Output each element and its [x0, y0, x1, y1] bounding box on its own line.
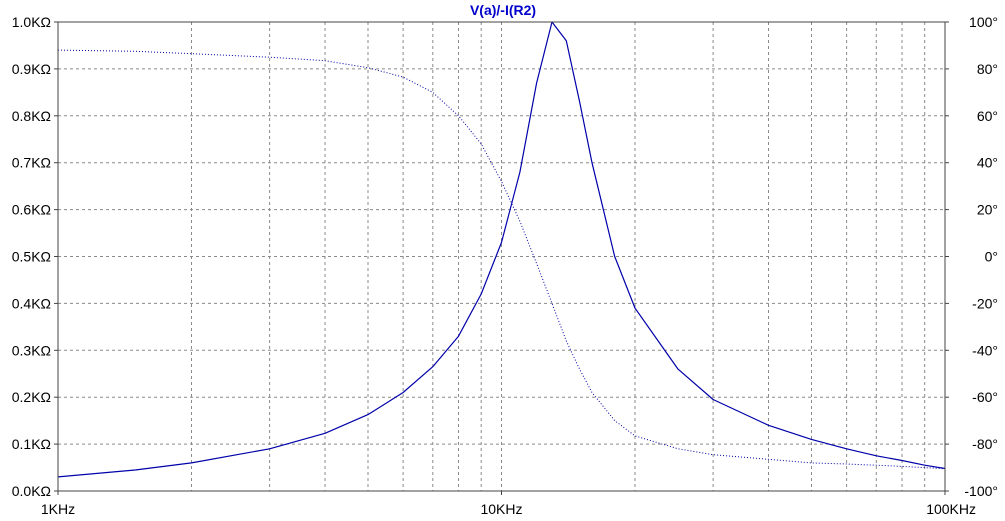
right-tick-label: 60° — [977, 108, 998, 124]
right-tick-label: 0° — [985, 249, 998, 265]
x-tick-label: 1KHz — [41, 501, 75, 517]
left-axis-ticks: 0.0KΩ 0.1KΩ 0.2KΩ 0.3KΩ 0.4KΩ 0.5KΩ 0.6KΩ 0.7KΩ… — [12, 14, 58, 499]
left-tick-label: 0.3KΩ — [12, 342, 51, 358]
left-tick-label: 0.8KΩ — [12, 108, 51, 124]
x-tick-label: 10KHz — [480, 501, 522, 517]
series-layer — [57, 21, 946, 478]
left-tick-label: 1.0KΩ — [12, 14, 51, 30]
x-tick-label: 100KHz — [926, 501, 976, 517]
right-tick-label: 80° — [977, 61, 998, 77]
left-tick-label: 0.1KΩ — [12, 436, 51, 452]
chart-title: V(a)/-I(R2) — [470, 2, 536, 18]
x-axis-ticks: 1KHz 10KHz 100KHz — [41, 491, 976, 517]
right-tick-label: 100° — [969, 14, 998, 30]
right-tick-label: -100° — [964, 483, 998, 499]
right-tick-label: -80° — [972, 436, 998, 452]
right-tick-label: -20° — [972, 295, 998, 311]
left-tick-label: 0.5KΩ — [12, 249, 51, 265]
right-axis-ticks: 100° 80° 60° 40° 20° 0° -20° -40° -60° -80° -100° — [945, 14, 998, 499]
grid — [58, 22, 945, 491]
right-tick-label: -40° — [972, 342, 998, 358]
right-tick-label: 20° — [977, 202, 998, 218]
left-tick-label: 0.9KΩ — [12, 61, 51, 77]
right-tick-label: 40° — [977, 155, 998, 171]
magnitude-series-line — [57, 21, 946, 478]
left-tick-label: 0.0KΩ — [12, 483, 51, 499]
left-tick-label: 0.6KΩ — [12, 202, 51, 218]
left-tick-label: 0.7KΩ — [12, 155, 51, 171]
left-tick-label: 0.2KΩ — [12, 389, 51, 405]
left-tick-label: 0.4KΩ — [12, 295, 51, 311]
right-tick-label: -60° — [972, 389, 998, 405]
